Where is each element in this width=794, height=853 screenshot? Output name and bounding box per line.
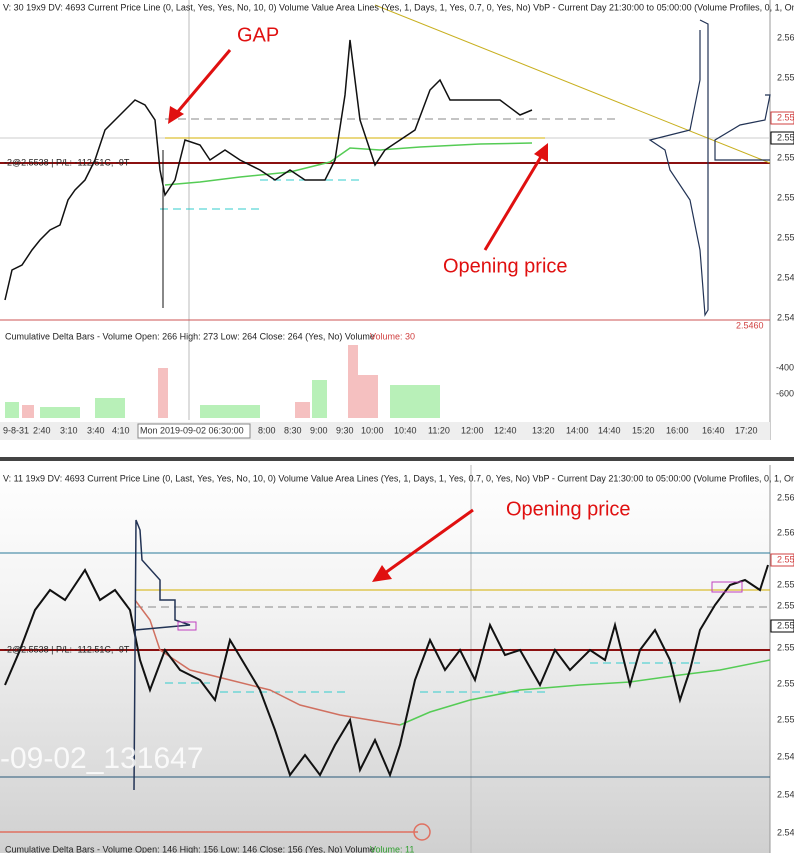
time-axis-label: 12:00 [461, 425, 484, 435]
price-axis-label: 2.55 [777, 72, 794, 82]
price-bars [4, 39, 533, 301]
price-axis-label: 2.55 [777, 714, 794, 724]
time-axis-labels: 9-8-31 2:40 3:10 3:40 4:10 Mon 2019-09-02 06:… [3, 423, 758, 439]
indicator-header: Cumulative Delta Bars - Volume Open: 266… [5, 331, 375, 341]
time-axis-label: 14:00 [566, 425, 589, 435]
time-axis-label: 3:10 [60, 425, 78, 435]
price-axis: 2.56 2.56 2.55 2.55 2.55 2.55 2.55 2.55 2.55 2.54… [770, 492, 794, 837]
time-axis-label: 9-8-31 [3, 425, 29, 435]
volume-bars [5, 345, 440, 418]
price-axis-label: 2.55 [777, 678, 794, 688]
time-axis-label: 10:40 [394, 425, 417, 435]
time-axis-label: 15:20 [632, 425, 655, 435]
top-panel [0, 0, 794, 440]
time-axis-label: 12:40 [494, 425, 517, 435]
price-axis-label: 2.56 [777, 492, 794, 502]
arrow [173, 49, 232, 116]
time-axis-label: 16:00 [666, 425, 689, 435]
price-axis-label: 2.55 [777, 152, 794, 162]
price-box [770, 619, 794, 633]
bottom-panel [0, 465, 770, 853]
time-cursor-box [137, 423, 251, 439]
volume-profile [648, 19, 709, 317]
arrow [483, 154, 544, 251]
price-axis-label: 2.55 [777, 232, 794, 242]
position-label: -2@2.5538 | P/L: -112.51C, -9T [4, 644, 130, 654]
indicator-axis-label: -600 [776, 388, 794, 398]
panel-header: V: 11 19x9 DV: 4693 Current Price Line (… [3, 473, 794, 483]
trend-line [374, 4, 771, 164]
profile-box [177, 621, 197, 631]
price-axis-label: 2.54 [777, 827, 794, 837]
indicator-axis-label: -400 [776, 362, 794, 372]
price-axis-label: 2.54 [777, 312, 794, 322]
vwap-green [399, 659, 771, 726]
time-axis-label: 10:00 [361, 425, 384, 435]
time-axis-label: 2:40 [33, 425, 51, 435]
price-axis-label: 2.55 [777, 600, 794, 610]
time-axis-label: 8:30 [284, 425, 302, 435]
arrow [384, 508, 474, 575]
time-axis-label: 3:40 [87, 425, 105, 435]
arrowhead [534, 143, 548, 162]
time-axis-label: 17:20 [735, 425, 758, 435]
time-axis-label: 8:00 [258, 425, 276, 435]
price-axis-label: 2.55 [777, 579, 794, 589]
separator [0, 440, 794, 465]
arrowhead [372, 565, 392, 582]
annotation: Opening price [506, 498, 631, 520]
price-box [770, 553, 794, 567]
panel-header: V: 30 19x9 DV: 4693 Current Price Line (… [3, 2, 794, 12]
price-axis-label: 2.54 [777, 789, 794, 799]
time-axis-label: 16:40 [702, 425, 725, 435]
price-axis-label: 2.54 [777, 751, 794, 761]
price-axis-label: 2.55 [777, 554, 794, 564]
indicator-value: Volume: 11 [370, 844, 414, 853]
price-axis-label: 2.55 [777, 112, 794, 122]
time-axis-label: 9:30 [336, 425, 354, 435]
watermark: -09-02_131647 [0, 742, 204, 775]
price-axis-label: 2.56 [777, 527, 794, 537]
arrowhead [168, 106, 184, 124]
low-marker: 2.5460 [736, 320, 764, 330]
price-axis-label: 2.54 [777, 272, 794, 282]
price-axis-label: 2.55 [777, 620, 794, 630]
price-axis-label: 2.55 [777, 132, 794, 142]
price-box [770, 131, 794, 145]
price-axis-label: 2.55 [777, 192, 794, 202]
time-axis-label: Mon 2019-09-02 06:30:00 [140, 425, 244, 435]
indicator-marker [413, 823, 431, 841]
renko-bars [4, 564, 769, 778]
indicator-value: Volume: 30 [370, 331, 415, 341]
volume-profile-2 [714, 94, 771, 161]
time-axis-label: 13:20 [532, 425, 555, 435]
annotation: Opening price [443, 255, 568, 277]
time-axis-label: 14:40 [598, 425, 621, 435]
time-axis-label: 11:20 [428, 425, 450, 435]
vwap-red [134, 599, 401, 726]
annotation: GAP [237, 24, 279, 46]
time-axis-label: 9:00 [310, 425, 328, 435]
price-axis: 2.56 2.55 2.55 2.55 2.55 2.55 2.55 2.54 2.54 [770, 32, 794, 322]
price-axis-label: 2.56 [777, 32, 794, 42]
profile-box [711, 581, 743, 593]
price-box [770, 111, 794, 125]
indicator-header: Cumulative Delta Bars - Volume Open: 146… [5, 844, 375, 853]
vwap-line [164, 142, 533, 186]
time-axis-label: 4:10 [112, 425, 130, 435]
position-label: -2@2.5538 | P/L: -112.51C, -9T [4, 157, 130, 167]
price-axis-label: 2.55 [777, 642, 794, 652]
